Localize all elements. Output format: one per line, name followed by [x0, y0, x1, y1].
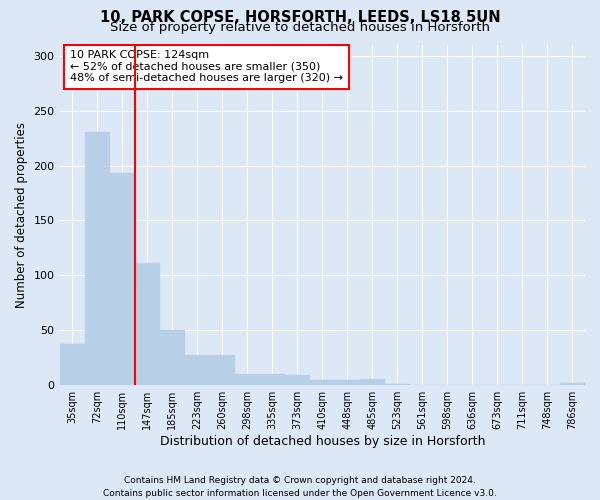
Bar: [134, 263, 160, 384]
Bar: [185, 355, 209, 384]
Bar: [560, 382, 585, 384]
Bar: [235, 374, 260, 384]
Bar: [310, 380, 335, 384]
Bar: [335, 380, 360, 384]
Bar: [260, 374, 285, 384]
Bar: [285, 375, 310, 384]
X-axis label: Distribution of detached houses by size in Horsforth: Distribution of detached houses by size …: [160, 434, 485, 448]
Bar: [360, 379, 385, 384]
Text: 10 PARK COPSE: 124sqm
← 52% of detached houses are smaller (350)
48% of semi-det: 10 PARK COPSE: 124sqm ← 52% of detached …: [70, 50, 343, 84]
Bar: [160, 330, 185, 384]
Text: Size of property relative to detached houses in Horsforth: Size of property relative to detached ho…: [110, 22, 490, 35]
Bar: [59, 344, 85, 385]
Bar: [110, 173, 134, 384]
Bar: [85, 132, 110, 384]
Bar: [209, 355, 235, 384]
Y-axis label: Number of detached properties: Number of detached properties: [15, 122, 28, 308]
Text: 10, PARK COPSE, HORSFORTH, LEEDS, LS18 5UN: 10, PARK COPSE, HORSFORTH, LEEDS, LS18 5…: [100, 10, 500, 25]
Text: Contains HM Land Registry data © Crown copyright and database right 2024.
Contai: Contains HM Land Registry data © Crown c…: [103, 476, 497, 498]
